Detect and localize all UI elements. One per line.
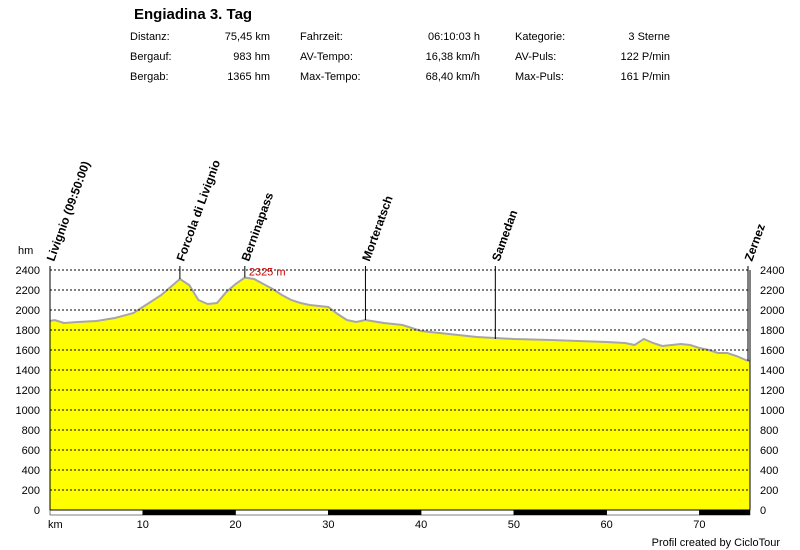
- y-tick-label-left: 2400: [16, 265, 40, 277]
- y-tick-label-right: 200: [760, 485, 778, 497]
- scale-bar-segment: [513, 509, 607, 516]
- x-tick-label: 50: [508, 519, 520, 531]
- stat-value: 1365 hm: [227, 71, 270, 83]
- y-tick-label-left: 200: [22, 485, 40, 497]
- y-tick-label-left: 2000: [16, 305, 40, 317]
- waypoint-label: Samedan: [489, 208, 520, 263]
- y-tick-label-left: 2200: [16, 285, 40, 297]
- scale-bar-segment: [699, 509, 751, 516]
- y-tick-label-left: 0: [34, 505, 40, 517]
- y-tick-label-right: 2200: [760, 285, 784, 297]
- stat-label: Bergab:: [130, 71, 169, 83]
- y-axis-label: hm: [18, 245, 33, 257]
- stat-label: AV-Puls:: [515, 51, 557, 63]
- scale-bar-segment: [328, 509, 422, 516]
- waypoint-label: Berninapass: [238, 190, 276, 263]
- x-tick-label: 40: [415, 519, 427, 531]
- x-tick-label: 30: [322, 519, 334, 531]
- footer-credit: Profil created by CicloTour: [651, 537, 780, 549]
- stat-label: Fahrzeit:: [300, 31, 343, 43]
- stat-label: Kategorie:: [515, 31, 566, 43]
- y-tick-label-right: 2000: [760, 305, 784, 317]
- elevation-area: [50, 277, 750, 510]
- y-tick-label-left: 1800: [16, 325, 40, 337]
- chart-title: Engiadina 3. Tag: [134, 6, 253, 23]
- scale-bar-segment: [606, 509, 700, 516]
- y-tick-label-right: 600: [760, 445, 778, 457]
- peak-annotation: 2325 m: [249, 267, 286, 279]
- y-tick-label-left: 1400: [16, 365, 40, 377]
- stat-value: 68,40 km/h: [425, 71, 480, 83]
- y-tick-label-left: 1600: [16, 345, 40, 357]
- waypoint-label: Forcola di Livignio: [174, 158, 224, 263]
- stat-label: Max-Tempo:: [300, 71, 361, 83]
- y-tick-label-left: 1200: [16, 385, 40, 397]
- stat-label: Distanz:: [130, 31, 170, 43]
- y-tick-label-right: 800: [760, 425, 778, 437]
- x-tick-label: 60: [601, 519, 613, 531]
- stat-value: 3 Sterne: [628, 31, 670, 43]
- x-tick-label: 10: [137, 519, 149, 531]
- x-tick-label: 20: [229, 519, 241, 531]
- stat-label: Bergauf:: [130, 51, 172, 63]
- y-tick-label-left: 600: [22, 445, 40, 457]
- x-axis-label: km: [48, 519, 63, 531]
- x-tick-label: 70: [693, 519, 705, 531]
- stat-value: 983 hm: [233, 51, 270, 63]
- stat-value: 75,45 km: [224, 31, 270, 43]
- elevation-line: [49, 276, 751, 362]
- y-tick-label-left: 800: [22, 425, 40, 437]
- scale-bar-segment: [420, 509, 515, 516]
- y-tick-label-right: 1000: [760, 405, 784, 417]
- scale-bar-segment: [49, 509, 144, 516]
- y-tick-label-right: 400: [760, 465, 778, 477]
- stat-value: 161 P/min: [620, 71, 670, 83]
- y-tick-label-right: 1400: [760, 365, 784, 377]
- y-tick-label-left: 1000: [16, 405, 40, 417]
- waypoint-label: Livignio (09:50:00): [44, 159, 93, 263]
- y-tick-label-left: 400: [22, 465, 40, 477]
- scale-bar-segment: [235, 509, 329, 516]
- waypoint-label: Morteratsch: [359, 194, 396, 263]
- stat-value: 06:10:03 h: [428, 31, 480, 43]
- stat-value: 122 P/min: [620, 51, 670, 63]
- waypoint-label: Zernez: [742, 222, 768, 263]
- y-tick-label-right: 1600: [760, 345, 784, 357]
- y-tick-label-right: 1200: [760, 385, 784, 397]
- scale-bar-segment: [142, 509, 236, 516]
- stat-label: Max-Puls:: [515, 71, 564, 83]
- stat-label: AV-Tempo:: [300, 51, 353, 63]
- stat-value: 16,38 km/h: [425, 51, 480, 63]
- y-tick-label-right: 2400: [760, 265, 784, 277]
- y-tick-label-right: 1800: [760, 325, 784, 337]
- y-tick-label-right: 0: [760, 505, 766, 517]
